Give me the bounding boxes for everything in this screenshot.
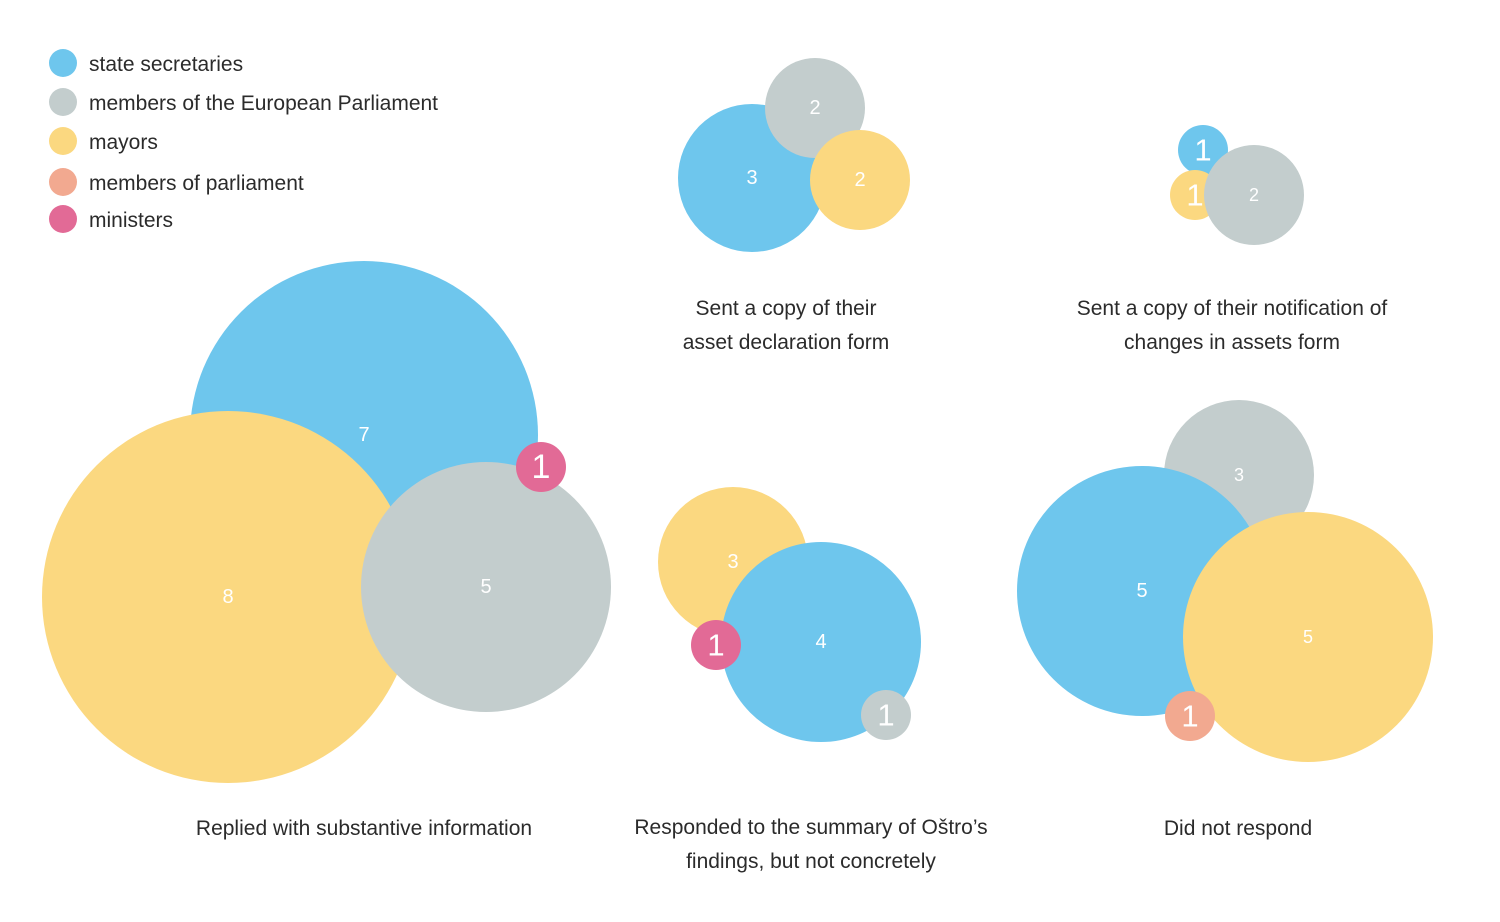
group-caption-line: changes in assets form bbox=[1124, 331, 1340, 354]
group-caption-line: Sent a copy of their notification of bbox=[1077, 297, 1388, 320]
bubble-value-label: 1 bbox=[707, 628, 724, 663]
bubble-mayors bbox=[42, 411, 414, 783]
bubble-value-label: 1 bbox=[877, 698, 894, 733]
bubble-value-label: 7 bbox=[358, 424, 369, 446]
group-caption-line: Did not respond bbox=[1164, 817, 1312, 840]
legend-swatch-mayors bbox=[49, 127, 77, 155]
bubble-group-4: 3 4 1 1 Responded to the summary of Oštro’s f… bbox=[634, 487, 988, 873]
group-caption-line: asset declaration form bbox=[683, 331, 890, 354]
bubble-mayors bbox=[1183, 512, 1433, 762]
legend-swatch-members-of-the-european-parliament bbox=[49, 88, 77, 116]
bubble-value-label: 3 bbox=[746, 167, 757, 189]
legend-label-mayors: mayors bbox=[89, 131, 158, 154]
legend-swatch-state-secretaries bbox=[49, 49, 77, 77]
bubble-value-label: 5 bbox=[1136, 580, 1147, 602]
bubble-group-2: 1 1 2 Sent a copy of their notification of c… bbox=[1077, 125, 1388, 354]
legend-label-ministers: ministers bbox=[89, 209, 173, 232]
legend-swatch-ministers bbox=[49, 205, 77, 233]
bubble-ministers bbox=[691, 620, 741, 670]
group-caption-line: Sent a copy of their bbox=[696, 297, 877, 320]
bubble-value-label: 1 bbox=[1186, 178, 1203, 213]
bubble-state-secretaries bbox=[1178, 125, 1228, 175]
bubble-group-1: 3 2 2 Sent a copy of their asset declaration… bbox=[678, 58, 910, 354]
legend: state secretaries members of the European… bbox=[49, 49, 438, 233]
legend-label-members-of-parliament: members of parliament bbox=[89, 172, 304, 195]
bubble-ministers bbox=[516, 442, 566, 492]
bubble-members-of-the-european-parliament bbox=[861, 690, 911, 740]
bubble-value-label: 4 bbox=[815, 631, 826, 653]
bubble-value-label: 1 bbox=[1181, 699, 1198, 734]
bubble-group-5: 3 5 5 1 Did not respond bbox=[1017, 400, 1433, 840]
group-caption-line: findings, but not concretely bbox=[686, 850, 936, 873]
bubble-value-label: 1 bbox=[1194, 133, 1211, 168]
legend-swatch-members-of-parliament bbox=[49, 168, 77, 196]
bubble-members-of-the-european-parliament bbox=[361, 462, 611, 712]
bubble-value-label: 2 bbox=[1249, 185, 1259, 205]
bubble-value-label: 2 bbox=[809, 97, 820, 119]
bubble-mayors bbox=[810, 130, 910, 230]
group-caption-line: Replied with substantive information bbox=[196, 817, 532, 840]
group-caption-line: Responded to the summary of Oštro’s bbox=[634, 816, 987, 839]
legend-label-state-secretaries: state secretaries bbox=[89, 53, 243, 76]
bubble-state-secretaries bbox=[721, 542, 921, 742]
bubble-members-of-the-european-parliament bbox=[1204, 145, 1304, 245]
bubble-groups: 3 2 2 Sent a copy of their asset declaration… bbox=[42, 58, 1433, 873]
bubble-members-of-the-european-parliament bbox=[765, 58, 865, 158]
bubble-value-label: 5 bbox=[480, 576, 491, 598]
bubble-group-3: 7 8 5 1 Replied with substantive information bbox=[42, 261, 611, 840]
bubble-value-label: 2 bbox=[854, 169, 865, 191]
bubble-value-label: 5 bbox=[1303, 627, 1313, 647]
bubble-members-of-parliament bbox=[1165, 691, 1215, 741]
legend-label-members-of-the-european-parliament: members of the European Parliament bbox=[89, 92, 438, 115]
bubble-value-label: 3 bbox=[1234, 465, 1244, 485]
bubble-value-label: 1 bbox=[532, 448, 551, 486]
bubble-value-label: 8 bbox=[222, 586, 233, 608]
bubble-value-label: 3 bbox=[727, 551, 738, 573]
